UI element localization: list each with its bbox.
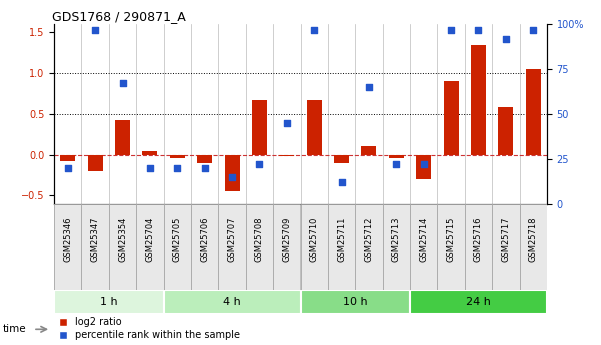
Text: GSM25705: GSM25705 [173, 217, 182, 262]
Bar [307, 100, 322, 155]
Bar [444, 81, 459, 155]
Text: GSM25713: GSM25713 [392, 217, 401, 262]
Point [227, 174, 237, 179]
Point [447, 27, 456, 32]
Bar [410, 204, 438, 290]
Text: GSM25711: GSM25711 [337, 217, 346, 262]
Point [364, 84, 374, 90]
Text: 1 h: 1 h [100, 297, 118, 307]
Point [118, 81, 127, 86]
Bar [88, 155, 103, 171]
Point [528, 27, 538, 32]
Point [391, 161, 401, 167]
Point [419, 161, 429, 167]
Bar [218, 204, 246, 290]
Point [474, 27, 483, 32]
Bar [273, 204, 300, 290]
Bar [142, 151, 157, 155]
Text: time: time [3, 325, 26, 334]
Text: GSM25709: GSM25709 [282, 217, 291, 262]
Bar [54, 290, 163, 314]
Bar [355, 204, 383, 290]
Bar [389, 155, 404, 158]
Bar [498, 107, 513, 155]
Text: GSM25707: GSM25707 [228, 217, 237, 262]
Bar [361, 147, 376, 155]
Point [501, 36, 511, 41]
Text: GDS1768 / 290871_A: GDS1768 / 290871_A [52, 10, 185, 23]
Point [255, 161, 264, 167]
Bar [246, 204, 273, 290]
Bar [519, 204, 547, 290]
Bar [225, 155, 240, 191]
Point [200, 165, 210, 170]
Bar [136, 204, 163, 290]
Bar [416, 155, 432, 179]
Point [90, 27, 100, 32]
Bar [471, 45, 486, 155]
Text: 4 h: 4 h [223, 297, 241, 307]
Bar [438, 204, 465, 290]
Bar [252, 100, 267, 155]
Bar [169, 155, 185, 158]
Text: GSM25346: GSM25346 [63, 217, 72, 262]
Bar [163, 290, 300, 314]
Text: GSM25704: GSM25704 [145, 217, 154, 262]
Bar [163, 204, 191, 290]
Bar [300, 290, 410, 314]
Point [63, 165, 73, 170]
Bar [410, 290, 547, 314]
Bar [54, 204, 82, 290]
Text: GSM25347: GSM25347 [91, 217, 100, 262]
Bar [82, 204, 109, 290]
Point [172, 165, 182, 170]
Text: 24 h: 24 h [466, 297, 491, 307]
Bar [492, 204, 519, 290]
Bar [383, 204, 410, 290]
Text: GSM25717: GSM25717 [501, 217, 510, 262]
Text: GSM25718: GSM25718 [529, 217, 538, 262]
Bar [334, 155, 349, 163]
Point [337, 179, 346, 185]
Bar [60, 155, 75, 161]
Bar [279, 155, 294, 156]
Text: GSM25714: GSM25714 [419, 217, 428, 262]
Point [310, 27, 319, 32]
Text: GSM25354: GSM25354 [118, 217, 127, 262]
Point [282, 120, 291, 126]
Bar [197, 155, 212, 163]
Bar [328, 204, 355, 290]
Bar [109, 204, 136, 290]
Point [145, 165, 154, 170]
Bar [526, 69, 541, 155]
Text: GSM25706: GSM25706 [200, 217, 209, 262]
Text: GSM25710: GSM25710 [310, 217, 319, 262]
Text: GSM25715: GSM25715 [447, 217, 456, 262]
Text: GSM25712: GSM25712 [364, 217, 373, 262]
Text: GSM25708: GSM25708 [255, 217, 264, 262]
Bar [115, 120, 130, 155]
Bar [191, 204, 218, 290]
Bar [465, 204, 492, 290]
Text: 10 h: 10 h [343, 297, 368, 307]
Text: GSM25716: GSM25716 [474, 217, 483, 262]
Bar [300, 204, 328, 290]
Legend: log2 ratio, percentile rank within the sample: log2 ratio, percentile rank within the s… [59, 317, 240, 340]
